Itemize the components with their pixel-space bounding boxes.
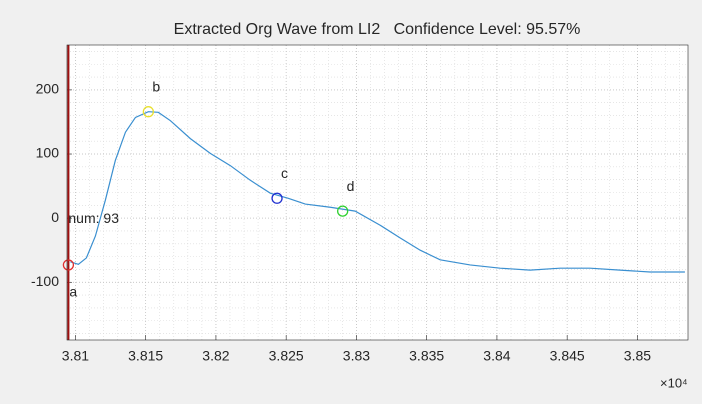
chart-title: Extracted Org Wave from LI2 Confidence L… [174, 21, 581, 38]
y-tick-label: 200 [36, 81, 60, 97]
x-tick-label: 3.815 [128, 348, 163, 364]
y-tick-label: 100 [36, 145, 60, 161]
x-tick-label: 3.83 [343, 348, 370, 364]
plot-area [67, 45, 688, 340]
y-tick-label: 0 [51, 209, 59, 225]
point-marker [337, 205, 349, 217]
point-label: b [152, 78, 160, 94]
point-label: d [347, 178, 355, 194]
x-tick-label: 3.825 [269, 348, 304, 364]
grid [67, 45, 688, 340]
point-label: c [281, 165, 288, 181]
marks [62, 45, 685, 340]
cursor-label: num: 93 [68, 210, 119, 226]
x-tick-label: 3.85 [624, 348, 651, 364]
data-line [70, 111, 685, 273]
point-label: a [69, 284, 77, 300]
x-tick-label: 3.835 [409, 348, 444, 364]
x-tick-label: 3.845 [550, 348, 585, 364]
x-exponent-label: ×10⁴ [660, 375, 688, 390]
point-marker [271, 192, 283, 204]
y-tick-label: -100 [31, 273, 59, 289]
point-marker [142, 106, 154, 118]
x-tick-label: 3.84 [483, 348, 510, 364]
point-marker [62, 259, 75, 271]
axes-box [66, 44, 689, 341]
x-tick-label: 3.82 [202, 348, 229, 364]
x-tick-label: 3.81 [62, 348, 89, 364]
